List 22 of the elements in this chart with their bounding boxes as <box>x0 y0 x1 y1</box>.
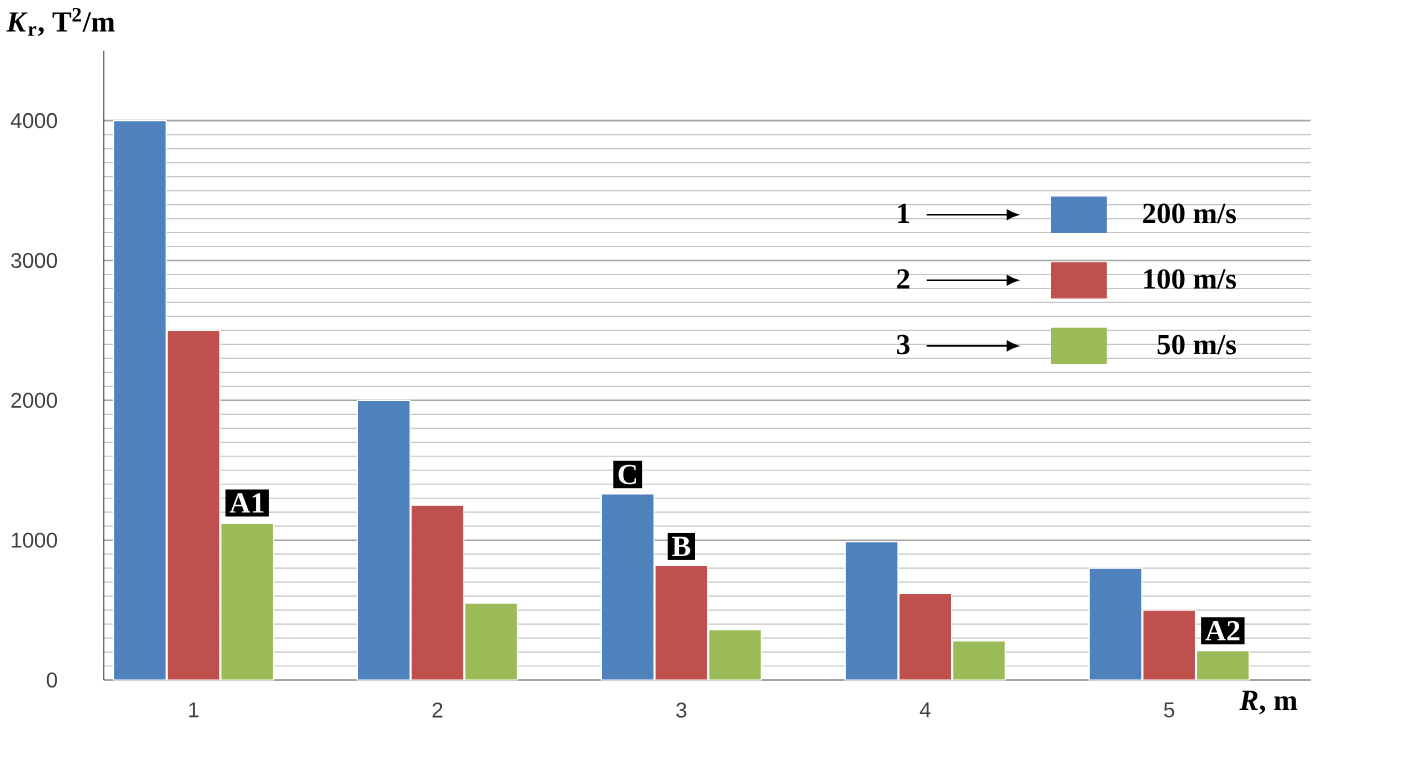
annotation: A2 <box>1205 621 1240 641</box>
annotation: A1 <box>229 493 264 513</box>
y-tick-label: 4000 <box>10 113 58 129</box>
x-axis-title: R, m <box>1239 690 1298 715</box>
y-tick-label: 0 <box>46 672 58 688</box>
y-tick-label: 3000 <box>11 252 58 269</box>
annotation: 1 <box>898 203 910 223</box>
y-tick-label: 2000 <box>11 392 58 408</box>
x-tick-label: 5 <box>1164 702 1175 718</box>
annotation: 3 <box>897 334 910 355</box>
legend-label: 50 m/s <box>1157 334 1236 355</box>
y-axis-title: K$_{r}$, T$^{2}$/m <box>6 7 115 37</box>
x-tick-label: 4 <box>919 702 931 718</box>
x-tick-label: 2 <box>432 702 443 718</box>
y-tick-label: 1000 <box>11 532 58 548</box>
legend-label: 100 m/s <box>1144 269 1236 289</box>
x-tick-label: 3 <box>676 702 687 718</box>
x-tick-label: 1 <box>189 702 199 718</box>
annotation: B <box>672 536 691 556</box>
annotation: C <box>618 464 637 485</box>
annotation: 2 <box>897 269 910 289</box>
legend-label: 200 m/s <box>1143 203 1236 224</box>
